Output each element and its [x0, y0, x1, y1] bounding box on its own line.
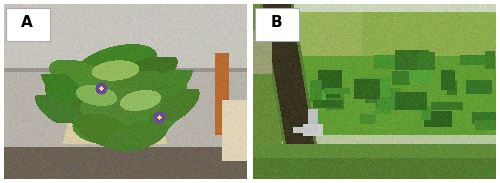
- FancyBboxPatch shape: [256, 8, 299, 41]
- FancyBboxPatch shape: [6, 8, 50, 41]
- Text: A: A: [21, 15, 33, 30]
- Text: B: B: [270, 15, 282, 30]
